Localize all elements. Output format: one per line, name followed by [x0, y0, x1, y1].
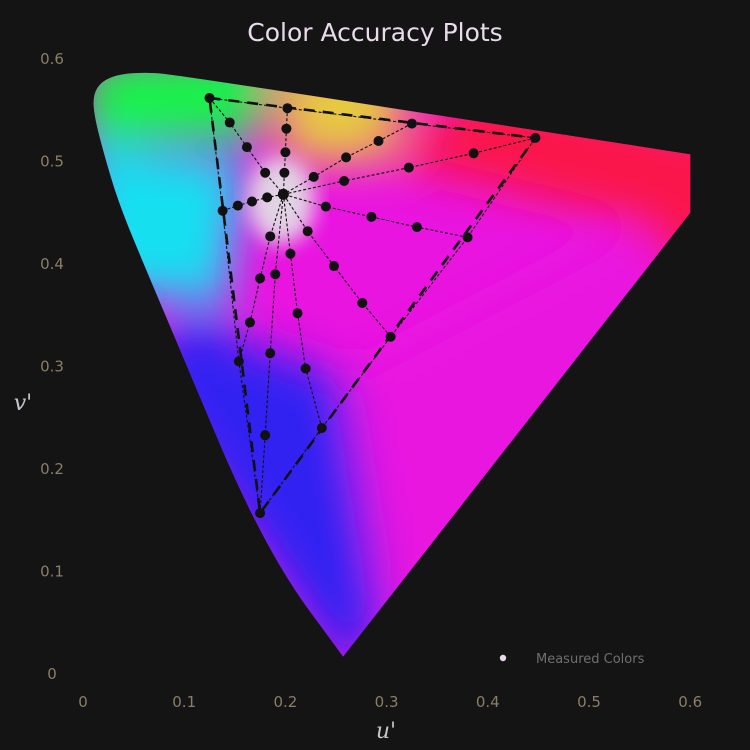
measured-color-point — [233, 356, 244, 367]
y-tick-label: 0.2 — [40, 460, 64, 478]
measured-color-point — [357, 297, 368, 308]
measured-color-point — [255, 273, 266, 284]
measured-color-points — [204, 92, 541, 519]
measured-color-point — [320, 201, 331, 212]
measured-color-point — [468, 148, 479, 159]
measured-color-point — [300, 363, 311, 374]
x-tick-label: 0.3 — [375, 693, 399, 711]
measured-color-point — [339, 175, 350, 186]
x-tick-label: 0.1 — [172, 693, 196, 711]
measured-color-point — [241, 142, 252, 153]
measured-color-point — [279, 167, 290, 178]
measured-color-point — [265, 348, 276, 359]
y-tick-label: 0.4 — [40, 255, 64, 273]
measured-color-point — [316, 423, 327, 433]
measured-color-point — [255, 508, 266, 519]
x-axis-label: u' — [376, 719, 396, 744]
x-tick-label: 0.4 — [476, 693, 500, 711]
chart-title: Color Accuracy Plots — [247, 18, 502, 47]
measured-color-point — [232, 200, 243, 211]
measured-color-point — [530, 132, 541, 143]
measured-color-point — [406, 118, 417, 129]
white-point-marker — [277, 188, 289, 200]
x-tick-label: 0 — [78, 693, 88, 711]
y-tick-label: 0.1 — [40, 563, 64, 581]
y-axis-ticks: 0 0.1 0.2 0.3 0.4 0.5 0.6 — [40, 50, 64, 683]
measured-color-point — [462, 232, 473, 243]
y-tick-label: 0.5 — [40, 153, 64, 171]
measured-color-point — [260, 430, 271, 441]
measured-color-point — [280, 147, 291, 158]
y-tick-label: 0.6 — [40, 50, 64, 68]
x-tick-label: 0.2 — [273, 693, 297, 711]
measured-color-point — [366, 211, 377, 222]
x-tick-label: 0.5 — [577, 693, 601, 711]
spoke-line — [283, 123, 413, 195]
measured-color-point — [373, 136, 384, 146]
measured-color-point — [270, 269, 281, 280]
legend-label: Measured Colors — [536, 652, 645, 667]
y-tick-label: 0 — [47, 665, 57, 683]
measured-color-point — [285, 248, 296, 259]
measured-color-point — [292, 308, 303, 319]
measured-color-point — [403, 162, 414, 173]
spoke-line — [282, 108, 288, 195]
y-axis-label: v' — [14, 391, 32, 416]
measured-color-point — [262, 192, 273, 203]
measured-color-point — [244, 317, 255, 328]
x-axis-ticks: 0 0.1 0.2 0.3 0.4 0.5 0.6 — [78, 693, 702, 711]
measured-color-point — [328, 261, 339, 272]
y-tick-label: 0.3 — [40, 358, 64, 376]
gamut-region-green — [93, 72, 276, 141]
measured-color-point — [281, 123, 292, 134]
measured-color-point — [308, 171, 319, 182]
legend-marker — [499, 654, 507, 662]
x-tick-label: 0.6 — [678, 693, 702, 711]
measured-color-point — [411, 222, 422, 233]
measured-color-point — [385, 331, 396, 342]
measured-color-point — [224, 117, 235, 128]
measured-color-point — [260, 167, 271, 178]
measured-color-point — [204, 92, 215, 103]
measured-color-point — [265, 231, 276, 242]
measured-color-point — [247, 196, 258, 207]
measured-color-point — [282, 103, 293, 114]
measured-color-point — [341, 152, 352, 163]
legend: Measured Colors — [499, 652, 645, 667]
measured-color-point — [302, 226, 313, 237]
measured-color-point — [217, 205, 228, 216]
spoke-line — [283, 137, 536, 195]
target-gamut-triangle — [208, 96, 538, 517]
